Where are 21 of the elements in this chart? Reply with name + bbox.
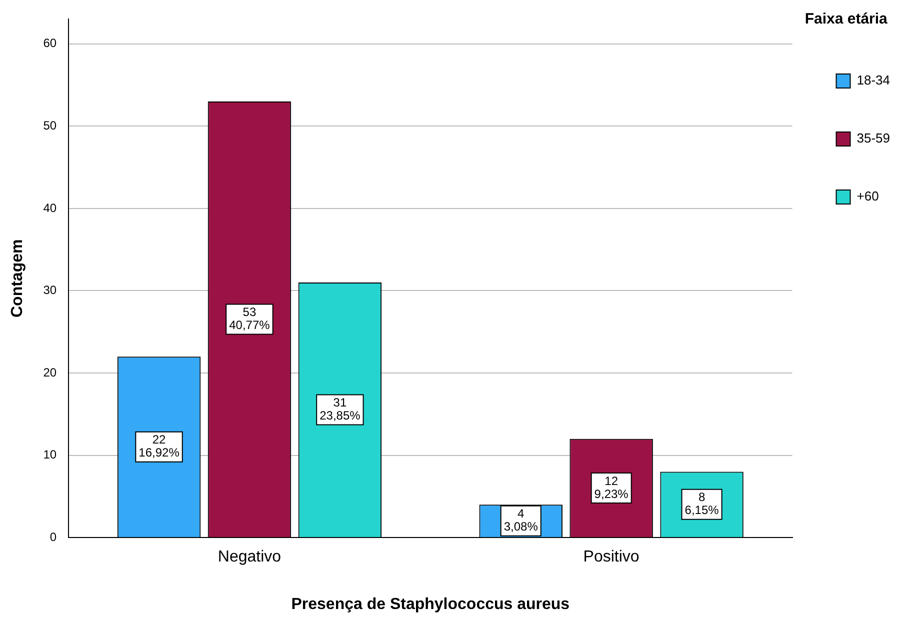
x-tick-label: Positivo [583, 548, 640, 566]
legend-label: 35-59 [856, 130, 890, 146]
data-label: 4 3,08% [504, 506, 538, 534]
y-tick-label: 60 [43, 36, 57, 50]
x-axis-title: Presença de Staphylococcus aureus [291, 596, 570, 613]
y-tick-label: 10 [43, 448, 57, 462]
y-axis-title: Contagem [9, 239, 26, 318]
data-label: 8 6,15% [684, 490, 720, 518]
legend-label: +60 [856, 188, 879, 204]
data-label: 12 9,23% [594, 474, 629, 501]
y-tick-label: 0 [50, 530, 57, 544]
data-label: 53 40,77% [229, 305, 270, 332]
y-tick-label: 40 [43, 200, 57, 215]
y-tick-label: 20 [43, 365, 57, 380]
legend-label: 18-34 [856, 72, 890, 88]
x-tick-label: Negativo [218, 548, 282, 566]
data-label: 31 23,85% [320, 396, 361, 423]
y-tick-label: 50 [43, 118, 57, 132]
legend-title: Faixa etária [804, 10, 888, 28]
y-tick-label: 30 [43, 283, 57, 298]
data-label: 22 16,92% [138, 432, 180, 460]
